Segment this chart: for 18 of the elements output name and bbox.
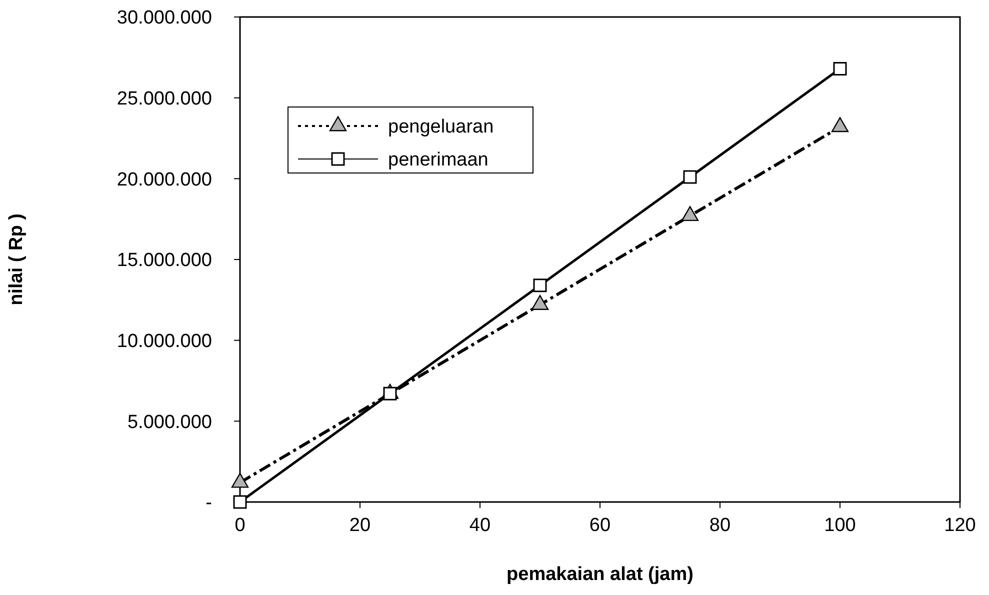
x-tick-label: 100 [824, 515, 856, 536]
x-tick-label: 120 [944, 515, 976, 536]
y-axis-title: nilai ( Rp ) [6, 214, 27, 306]
x-tick-label: 0 [234, 515, 246, 536]
x-axis-title: pemakaian alat (jam) [506, 564, 694, 585]
y-tick-label: - [206, 492, 212, 514]
legend-label: penerimaan [388, 150, 488, 171]
y-tick-label: 5.000.000 [127, 412, 212, 433]
x-tick-label: 80 [709, 515, 731, 536]
legend-label: pengeluaran [388, 116, 494, 138]
y-tick-label: 20.000.000 [116, 169, 212, 190]
y-tick-label: 10.000.000 [116, 330, 212, 352]
x-tick-label: 40 [469, 515, 491, 536]
x-tick-label: 20 [349, 515, 371, 536]
y-tick-label: 30.000.000 [116, 8, 212, 29]
y-tick-label: 25.000.000 [116, 88, 212, 110]
y-tick-label: 15.000.000 [116, 250, 212, 272]
x-tick-label: 60 [589, 515, 611, 536]
